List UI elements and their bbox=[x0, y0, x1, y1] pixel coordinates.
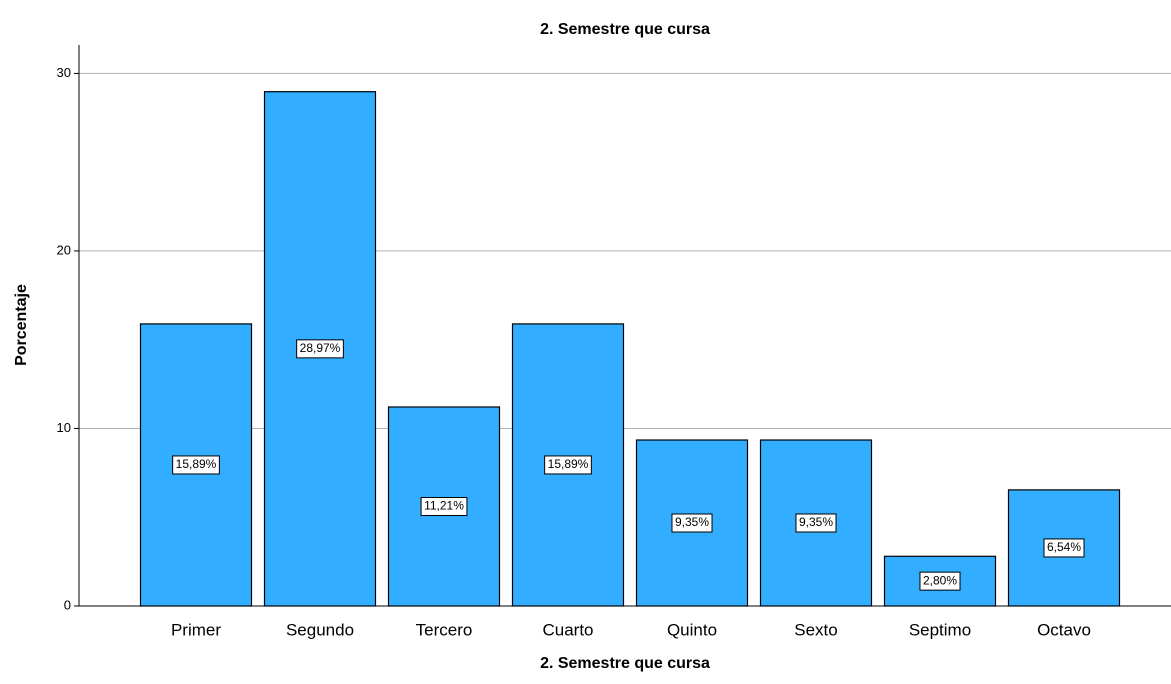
x-tick-label: Segundo bbox=[286, 620, 354, 639]
y-tick-label: 10 bbox=[57, 420, 71, 435]
data-label-box bbox=[296, 339, 344, 359]
x-tick-label: Primer bbox=[171, 620, 221, 639]
data-label-box bbox=[919, 571, 961, 591]
x-axis-title: 2. Semestre que cursa bbox=[540, 655, 710, 672]
x-tick-label: Quinto bbox=[667, 620, 717, 639]
data-label-box bbox=[420, 496, 468, 516]
data-label-box bbox=[671, 513, 713, 533]
data-label-box bbox=[795, 513, 837, 533]
data-label: 15,89% bbox=[548, 457, 589, 471]
data-label-box bbox=[172, 455, 220, 475]
data-label: 11,21% bbox=[424, 499, 464, 513]
data-label-box bbox=[1043, 538, 1085, 558]
data-label: 6,54% bbox=[1047, 540, 1081, 554]
y-tick-label: 20 bbox=[57, 242, 71, 257]
data-label: 28,97% bbox=[300, 341, 341, 355]
x-tick-label: Sexto bbox=[794, 620, 837, 639]
x-tick-label: Septimo bbox=[909, 620, 971, 639]
x-tick-label: Octavo bbox=[1037, 620, 1091, 639]
x-tick-label: Cuarto bbox=[542, 620, 593, 639]
data-label: 9,35% bbox=[675, 515, 709, 529]
y-tick-label: 30 bbox=[57, 65, 71, 80]
data-label: 2,80% bbox=[923, 573, 957, 587]
y-tick-label: 0 bbox=[64, 597, 71, 612]
data-label: 9,35% bbox=[799, 515, 833, 529]
x-tick-label: Tercero bbox=[416, 620, 473, 639]
y-axis-title: Porcentaje bbox=[13, 284, 30, 366]
data-label: 15,89% bbox=[176, 457, 217, 471]
data-label-box bbox=[544, 455, 592, 475]
chart-title: 2. Semestre que cursa bbox=[540, 21, 710, 38]
